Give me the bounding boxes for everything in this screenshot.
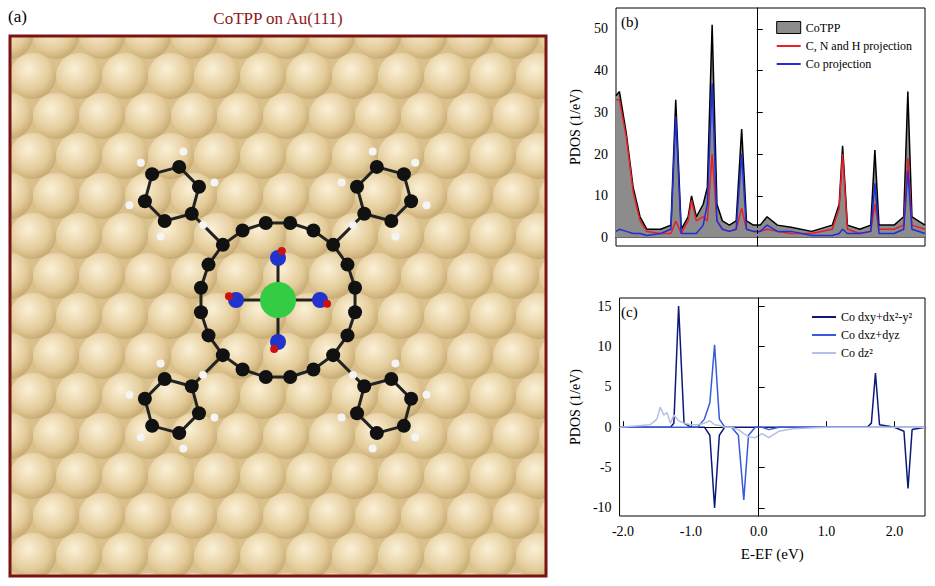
svg-text:Co projection: Co projection	[806, 57, 872, 71]
svg-text:C, N and H projection: C, N and H projection	[806, 39, 912, 53]
svg-text:15: 15	[598, 299, 612, 314]
svg-text:Co dxy+dx²-y²: Co dxy+dx²-y²	[841, 310, 912, 324]
svg-text:2.0: 2.0	[886, 524, 904, 539]
svg-text:(b): (b)	[621, 14, 639, 31]
svg-text:0: 0	[601, 230, 608, 245]
svg-text:-5: -5	[600, 460, 612, 475]
svg-text:CoTPP on Au(111): CoTPP on Au(111)	[213, 9, 342, 28]
svg-text:0: 0	[605, 420, 612, 435]
svg-text:Co dxz+dyz: Co dxz+dyz	[841, 328, 899, 342]
svg-text:30: 30	[594, 105, 608, 120]
svg-text:(a): (a)	[8, 7, 27, 26]
svg-text:(c): (c)	[621, 304, 638, 321]
svg-text:-2.0: -2.0	[612, 524, 634, 539]
svg-text:Co dz²: Co dz²	[841, 346, 873, 360]
svg-text:0.0: 0.0	[750, 524, 768, 539]
svg-text:E-EF (eV): E-EF (eV)	[741, 546, 804, 563]
svg-text:10: 10	[598, 339, 612, 354]
svg-text:1.0: 1.0	[818, 524, 836, 539]
svg-text:-10: -10	[593, 500, 612, 515]
svg-text:PDOS (1/eV): PDOS (1/eV)	[568, 89, 584, 165]
svg-text:50: 50	[594, 21, 608, 36]
svg-text:CoTPP: CoTPP	[806, 21, 841, 35]
svg-text:-1.0: -1.0	[680, 524, 702, 539]
svg-text:40: 40	[594, 63, 608, 78]
svg-text:5: 5	[605, 379, 612, 394]
svg-text:20: 20	[594, 147, 608, 162]
svg-text:PDOS (1/eV): PDOS (1/eV)	[568, 369, 584, 445]
svg-text:10: 10	[594, 188, 608, 203]
